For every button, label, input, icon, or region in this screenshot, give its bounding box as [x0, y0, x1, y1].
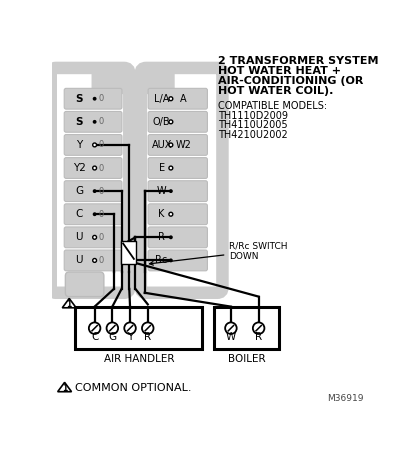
Text: M36919: M36919	[327, 394, 363, 403]
Text: U: U	[75, 255, 83, 266]
Text: Y2: Y2	[73, 163, 85, 173]
Text: TH4110U2005: TH4110U2005	[217, 120, 287, 130]
Text: BOILER: BOILER	[227, 354, 265, 364]
Circle shape	[92, 189, 96, 193]
Circle shape	[169, 189, 172, 193]
Bar	[213, 307, 279, 349]
Text: W: W	[156, 186, 166, 196]
Circle shape	[225, 323, 236, 334]
Circle shape	[124, 323, 135, 334]
Circle shape	[169, 259, 172, 262]
Circle shape	[92, 143, 96, 147]
Text: W: W	[225, 332, 236, 342]
Text: COMPATIBLE MODELS:: COMPATIBLE MODELS:	[217, 101, 326, 111]
FancyBboxPatch shape	[148, 204, 207, 225]
FancyBboxPatch shape	[64, 204, 121, 225]
Circle shape	[142, 323, 153, 334]
Circle shape	[169, 120, 172, 124]
Text: S: S	[75, 94, 83, 104]
Text: W2: W2	[175, 140, 191, 150]
Text: TH1110D2009: TH1110D2009	[217, 111, 287, 121]
Circle shape	[92, 213, 96, 216]
Text: S: S	[75, 117, 83, 127]
FancyBboxPatch shape	[64, 88, 121, 109]
FancyBboxPatch shape	[148, 227, 207, 248]
Circle shape	[92, 97, 96, 101]
Circle shape	[169, 213, 172, 216]
Text: R: R	[254, 332, 262, 342]
Text: 0: 0	[99, 256, 104, 265]
Text: AIR-CONDITIONING (OR: AIR-CONDITIONING (OR	[217, 76, 362, 86]
Text: R: R	[144, 332, 151, 342]
FancyBboxPatch shape	[148, 112, 207, 132]
FancyBboxPatch shape	[64, 227, 121, 248]
Text: 1: 1	[62, 384, 67, 393]
Circle shape	[252, 323, 264, 334]
Text: 0: 0	[99, 210, 104, 219]
Text: O/B: O/B	[153, 117, 170, 127]
FancyBboxPatch shape	[148, 134, 207, 155]
Text: U: U	[75, 232, 83, 242]
FancyBboxPatch shape	[148, 88, 207, 109]
Text: HOT WATER HEAT +: HOT WATER HEAT +	[217, 66, 340, 76]
Text: AUX: AUX	[151, 140, 171, 150]
FancyBboxPatch shape	[65, 272, 103, 297]
Text: C: C	[75, 209, 83, 219]
Circle shape	[92, 235, 96, 239]
Text: Y: Y	[76, 140, 82, 150]
Text: TH4210U2002: TH4210U2002	[217, 129, 287, 139]
Text: 1: 1	[66, 300, 72, 309]
Text: G: G	[108, 332, 116, 342]
Bar	[121, 241, 136, 264]
Circle shape	[169, 97, 172, 101]
FancyBboxPatch shape	[91, 71, 174, 94]
Text: 2 TRANSFORMER SYSTEM: 2 TRANSFORMER SYSTEM	[217, 56, 378, 66]
Text: Rc: Rc	[155, 255, 167, 266]
Text: G: G	[75, 186, 83, 196]
Circle shape	[169, 166, 172, 170]
Text: E: E	[158, 163, 164, 173]
FancyBboxPatch shape	[64, 158, 121, 178]
Circle shape	[169, 143, 172, 147]
Circle shape	[169, 235, 172, 239]
Text: R: R	[158, 232, 165, 242]
Circle shape	[92, 120, 96, 124]
Text: A: A	[180, 94, 186, 104]
Text: C: C	[91, 332, 98, 342]
Text: 0: 0	[99, 140, 104, 149]
Circle shape	[106, 323, 118, 334]
FancyBboxPatch shape	[148, 250, 207, 271]
FancyBboxPatch shape	[64, 112, 121, 132]
Text: L/A: L/A	[153, 94, 169, 104]
Text: K: K	[158, 209, 164, 219]
Text: AIR HANDLER: AIR HANDLER	[103, 354, 174, 364]
FancyBboxPatch shape	[148, 181, 207, 202]
Bar	[120, 75, 146, 91]
Bar	[75, 307, 202, 349]
FancyBboxPatch shape	[64, 250, 121, 271]
Text: 0: 0	[99, 117, 104, 126]
Text: 0: 0	[99, 94, 104, 103]
Text: 0: 0	[99, 186, 104, 196]
Text: 0: 0	[99, 164, 104, 173]
FancyBboxPatch shape	[64, 181, 121, 202]
Text: Y: Y	[127, 332, 133, 342]
Text: R/Rc SWITCH
DOWN: R/Rc SWITCH DOWN	[149, 241, 287, 265]
Circle shape	[92, 166, 96, 170]
Text: 0: 0	[99, 233, 104, 242]
FancyBboxPatch shape	[148, 158, 207, 178]
Circle shape	[89, 323, 100, 334]
FancyBboxPatch shape	[64, 134, 121, 155]
Circle shape	[92, 259, 96, 262]
Text: COMMON OPTIONAL.: COMMON OPTIONAL.	[75, 383, 191, 393]
Text: HOT WATER COIL).: HOT WATER COIL).	[217, 86, 333, 96]
